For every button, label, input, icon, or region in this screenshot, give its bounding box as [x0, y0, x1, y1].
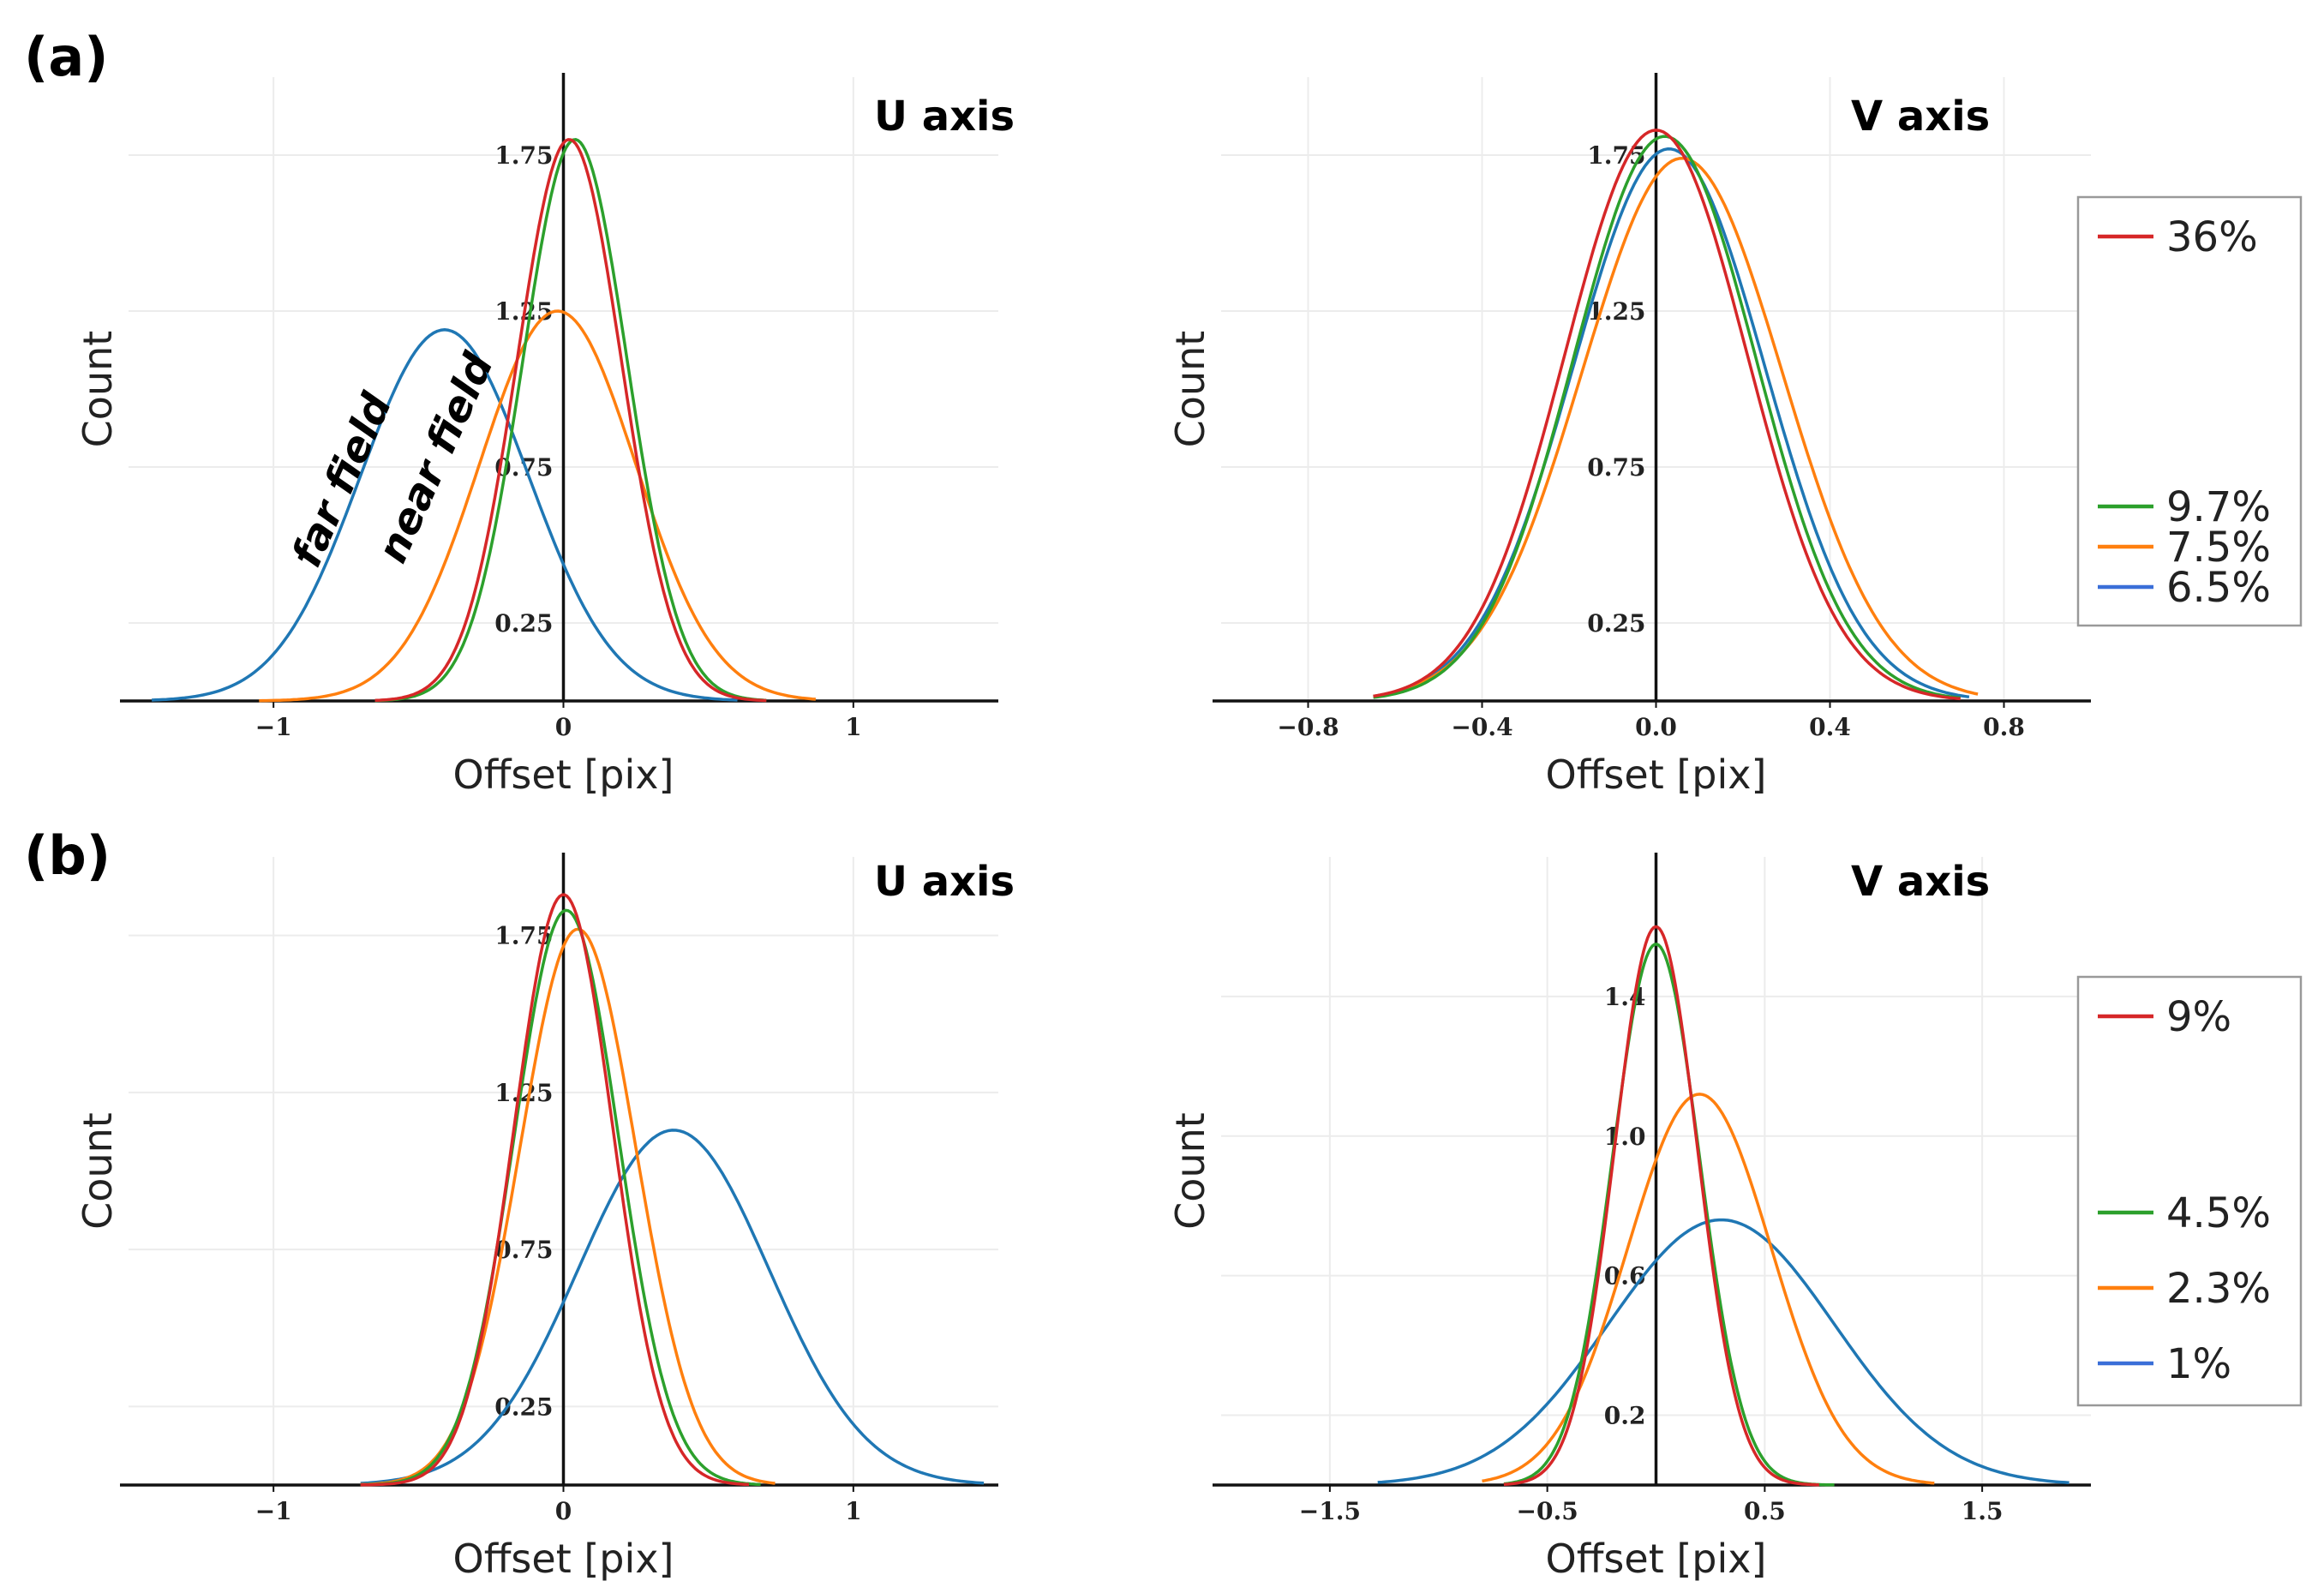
legend-bottom-label-1: 4.5% [2166, 1189, 2271, 1237]
x-tick-label: −1 [255, 713, 292, 741]
x-tick-label: −0.4 [1451, 713, 1512, 741]
y-axis-label: Count [1167, 331, 1213, 448]
y-tick-label: 1.0 [1604, 1123, 1646, 1151]
subplot-title: V axis [1851, 93, 1990, 141]
legend-top: 36% 9.7% 7.5% 6.5% [2076, 195, 2303, 627]
legend-bottom-label-2: 2.3% [2166, 1265, 2271, 1313]
x-tick-label: 1 [845, 713, 861, 741]
x-tick-label: 0 [555, 1497, 572, 1525]
series-line-1 [1503, 943, 1835, 1487]
subplot-title: U axis [874, 858, 1015, 906]
panel-label-a: (a) [24, 26, 109, 88]
series-line-3 [1373, 147, 1970, 699]
series-line-3 [360, 1129, 985, 1485]
y-tick-label: 0.25 [1587, 609, 1645, 638]
series-line-2 [1373, 156, 1979, 698]
series-line-2 [1482, 1093, 1935, 1485]
legend-top-label-2: 7.5% [2166, 524, 2271, 572]
legend-bottom: 9% 4.5% 2.3% 1% [2076, 975, 2303, 1407]
plots: −1 0 1 0.25 0.75 1.25 1.75 U axis Offset [pix] Co… [75, 73, 2091, 1582]
x-tick-label: 0.5 [1744, 1497, 1786, 1525]
y-axis-label: Count [75, 1112, 121, 1230]
y-tick-label: 0.2 [1604, 1402, 1646, 1430]
y-tick-label: 0.25 [494, 1392, 553, 1421]
y-axis-label: Count [75, 331, 121, 448]
x-tick-label: −0.8 [1277, 713, 1339, 741]
series-line-0 [1503, 925, 1819, 1487]
legend-top-label-3: 6.5% [2166, 564, 2271, 612]
legend-bottom-label-3: 1% [2166, 1340, 2231, 1388]
y-tick-label: 1.75 [1587, 141, 1645, 170]
series-line-3 [152, 328, 738, 702]
y-axis-label: Count [1167, 1112, 1213, 1230]
x-axis-label: Offset [pix] [453, 752, 674, 798]
subplot-title: U axis [874, 93, 1015, 141]
x-axis-label: Offset [pix] [453, 1536, 674, 1582]
x-tick-label: 0.8 [1983, 713, 2025, 741]
legend-top-label-0: 36% [2166, 213, 2258, 261]
legend-top-label-1: 9.7% [2166, 483, 2271, 531]
x-tick-label: 0.4 [1809, 713, 1851, 741]
x-tick-label: 0 [555, 713, 572, 741]
series-line-1 [360, 908, 761, 1487]
x-tick-label: −0.5 [1517, 1497, 1578, 1525]
x-tick-label: 1.5 [1962, 1497, 2004, 1525]
x-axis-label: Offset [pix] [1546, 752, 1767, 798]
legend-bottom-label-0: 9% [2166, 993, 2231, 1041]
series-line-3 [1377, 1218, 2069, 1485]
subplot-a-v: −0.8 −0.4 0.0 0.4 0.80.250.751.251.75V axisO… [1167, 73, 2091, 798]
y-tick-label: 0.25 [494, 609, 553, 638]
y-tick-label: 0.6 [1604, 1262, 1646, 1291]
x-tick-label: 1 [845, 1497, 861, 1525]
series-line-1 [374, 138, 767, 703]
x-tick-label: 0.0 [1635, 713, 1677, 741]
y-tick-label: 1.25 [494, 1079, 553, 1107]
x-tick-label: −1 [255, 1497, 292, 1525]
panel-label-b: (b) [24, 824, 111, 887]
legend-top-frame [2076, 195, 2303, 627]
subplot-title: V axis [1851, 858, 1990, 906]
legend-bottom-frame [2076, 975, 2303, 1407]
y-tick-label: 1.75 [494, 141, 553, 170]
series-line-2 [360, 927, 776, 1487]
series-line-0 [360, 893, 750, 1487]
x-axis-label: Offset [pix] [1546, 1536, 1767, 1582]
series-line-2 [259, 309, 817, 703]
series-line-1 [1373, 135, 1962, 700]
series-line-0 [374, 138, 767, 703]
x-tick-label: −1.5 [1299, 1497, 1361, 1525]
series-line-0 [1373, 129, 1961, 701]
y-tick-label: 0.75 [1587, 453, 1645, 482]
